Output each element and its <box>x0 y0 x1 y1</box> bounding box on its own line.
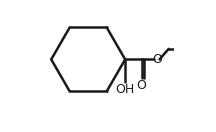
Text: O: O <box>137 79 147 92</box>
Text: OH: OH <box>116 83 135 96</box>
Text: O: O <box>152 53 162 66</box>
